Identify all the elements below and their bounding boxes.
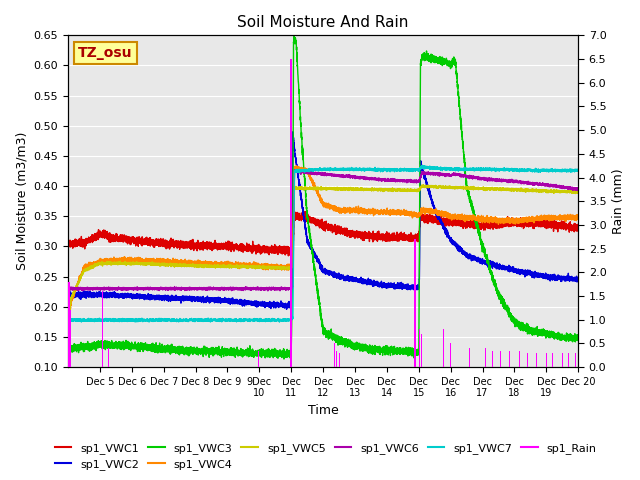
Bar: [450, 343, 451, 367]
Bar: [414, 239, 416, 367]
Bar: [546, 353, 547, 367]
Bar: [419, 329, 420, 367]
Bar: [291, 59, 292, 367]
Bar: [102, 291, 103, 367]
Bar: [485, 348, 486, 367]
Bar: [339, 353, 340, 367]
Bar: [562, 353, 563, 367]
Y-axis label: Rain (mm): Rain (mm): [612, 168, 625, 234]
Bar: [443, 329, 444, 367]
Legend: sp1_VWC1, sp1_VWC2, sp1_VWC3, sp1_VWC4, sp1_VWC5, sp1_VWC6, sp1_VWC7, sp1_Rain: sp1_VWC1, sp1_VWC2, sp1_VWC3, sp1_VWC4, …: [51, 438, 601, 474]
Bar: [492, 350, 493, 367]
Y-axis label: Soil Moisture (m3/m3): Soil Moisture (m3/m3): [15, 132, 28, 270]
Bar: [333, 343, 335, 367]
Bar: [509, 350, 510, 367]
Bar: [527, 353, 528, 367]
Bar: [70, 310, 71, 367]
Bar: [536, 353, 538, 367]
Bar: [68, 282, 70, 367]
Bar: [421, 334, 422, 367]
Bar: [552, 353, 553, 367]
Text: TZ_osu: TZ_osu: [78, 46, 132, 60]
Title: Soil Moisture And Rain: Soil Moisture And Rain: [237, 15, 409, 30]
X-axis label: Time: Time: [308, 404, 339, 417]
Bar: [336, 350, 337, 367]
Bar: [469, 348, 470, 367]
Bar: [108, 348, 109, 367]
Bar: [519, 350, 520, 367]
Bar: [568, 353, 569, 367]
